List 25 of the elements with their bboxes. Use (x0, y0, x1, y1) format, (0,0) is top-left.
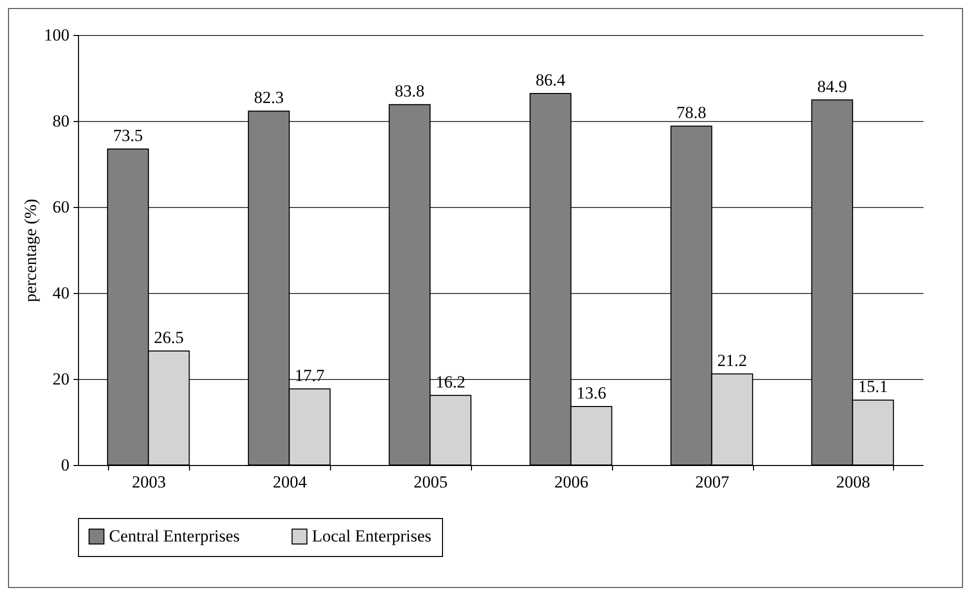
x-tick-label: 2006 (554, 472, 588, 492)
y-tick-label: 0 (61, 456, 70, 474)
y-tick-label: 100 (44, 26, 70, 44)
legend-label: Central Enterprises (109, 526, 240, 546)
x-tick-label: 2005 (414, 472, 448, 492)
data-label: 13.6 (576, 384, 606, 403)
data-label: 15.1 (858, 377, 888, 396)
y-tick-label: 80 (52, 112, 70, 130)
data-label: 86.4 (536, 70, 566, 90)
x-tick-label: 2008 (836, 472, 870, 492)
data-label: 78.8 (676, 103, 706, 122)
y-tick-label: 20 (52, 370, 70, 388)
data-label: 83.8 (394, 82, 425, 101)
y-tick-label: 40 (52, 284, 70, 302)
x-tick-label: 2003 (132, 472, 166, 492)
data-label: 26.5 (154, 328, 184, 348)
y-tick-label: 60 (52, 198, 70, 216)
y-axis-title: percentage (%) (21, 198, 40, 302)
data-label: 82.3 (254, 88, 284, 108)
x-tick-label: 2004 (272, 472, 308, 492)
data-label: 21.2 (717, 350, 748, 370)
data-label: 84.9 (817, 76, 848, 96)
x-tick-label: 2007 (695, 472, 730, 492)
data-label: 73.5 (113, 126, 143, 145)
legend-label: Local Enterprises (312, 526, 432, 546)
